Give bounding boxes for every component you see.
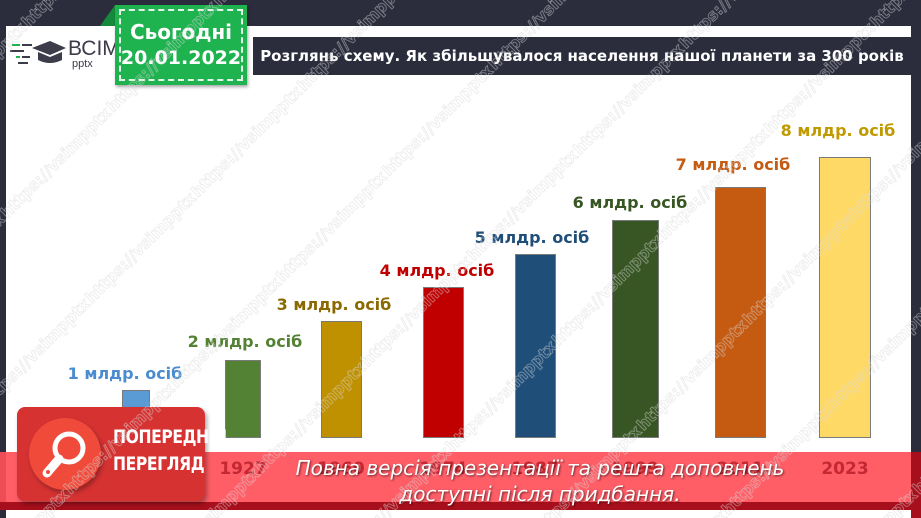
bar-4 xyxy=(423,287,464,438)
bar-6 xyxy=(612,220,659,438)
preview-line-1: ПОПЕРЕДНІЙ xyxy=(113,426,227,448)
banner-message: Повна версія презентації та решта доповн… xyxy=(260,455,820,507)
bar-label-5: 5 млдр. осіб xyxy=(474,228,590,247)
magnifier-icon xyxy=(42,431,86,478)
title-bar: Розглянь схему. Як збільшувалося населен… xyxy=(253,37,911,75)
bar-7 xyxy=(715,187,766,438)
bar-2 xyxy=(225,360,261,438)
bar-label-8: 8 млдр. осіб xyxy=(780,121,896,140)
preview-label: ПОПЕРЕДНІЙ ПЕРЕГЛЯД xyxy=(113,424,227,478)
bar-3 xyxy=(321,321,362,438)
banner-line-2: доступні після придбання. xyxy=(399,482,681,506)
date-value: 20.01.2022 xyxy=(120,47,242,69)
badge-fold xyxy=(100,5,115,26)
bar-label-4: 4 млдр. осіб xyxy=(379,261,495,280)
logo-text: ВСІМ xyxy=(68,37,120,60)
banner-line-1: Повна версія презентації та решта доповн… xyxy=(295,456,785,480)
date-badge: Сьогодні 20.01.2022 xyxy=(115,5,247,85)
banner-edge xyxy=(911,452,921,518)
graduation-cap-icon xyxy=(10,41,66,64)
bar-8 xyxy=(819,157,871,438)
date-badge-inner: Сьогодні 20.01.2022 xyxy=(119,9,243,81)
bar-label-7: 7 млдр. осіб xyxy=(675,155,791,174)
preview-line-2: ПЕРЕГЛЯД xyxy=(113,453,205,475)
bar-label-2: 2 млдр. осіб xyxy=(187,332,303,351)
year-label-8: 2023 xyxy=(821,459,869,479)
bar-label-1: 1 млдр. осіб xyxy=(67,364,183,383)
preview-badge[interactable]: ПОПЕРЕДНІЙ ПЕРЕГЛЯД xyxy=(17,407,227,501)
bar-5 xyxy=(515,254,556,438)
today-label: Сьогодні xyxy=(129,20,233,44)
logo-subtext: pptx xyxy=(72,58,93,70)
logo: ВСІМ pptx xyxy=(10,38,120,70)
bar-label-6: 6 млдр. осіб xyxy=(572,193,688,212)
bar-label-3: 3 млдр. осіб xyxy=(276,295,392,314)
slide-title: Розглянь схему. Як збільшувалося населен… xyxy=(260,47,904,65)
preview-circle xyxy=(29,418,101,490)
